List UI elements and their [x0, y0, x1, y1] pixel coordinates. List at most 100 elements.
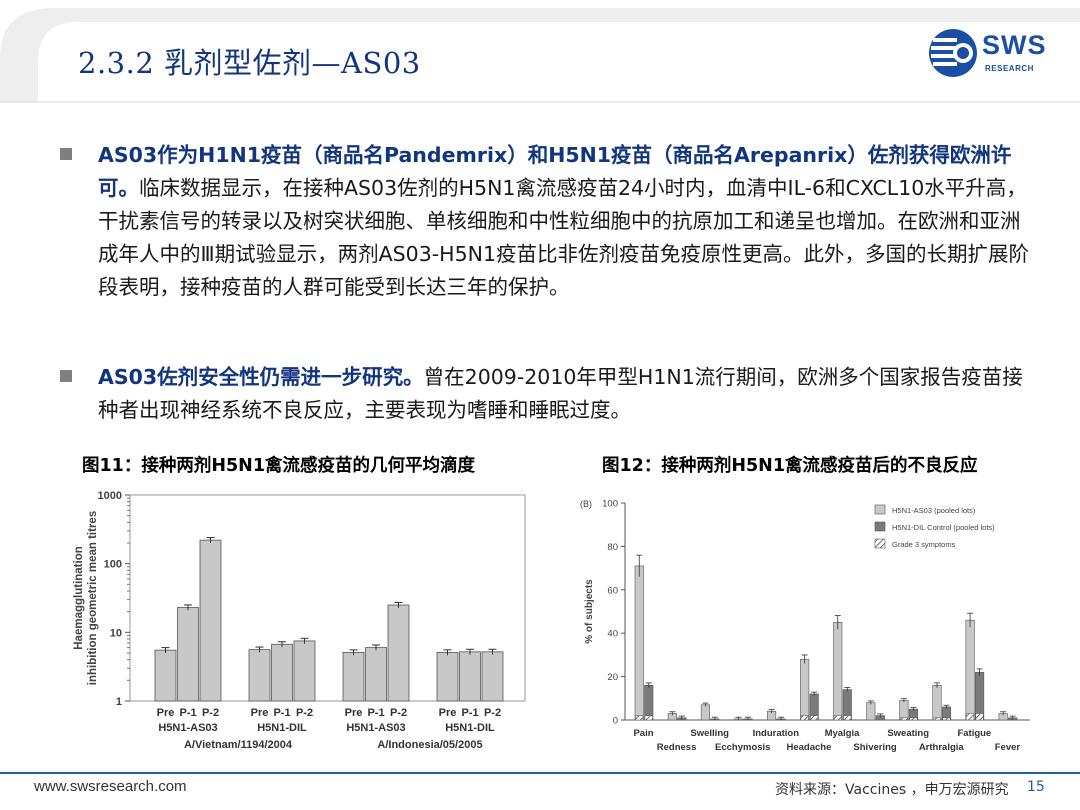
y-tick-label: 80 — [607, 542, 618, 553]
logo-subtext: RESEARCH — [985, 64, 1034, 73]
grade3-bar — [899, 717, 908, 721]
bullet-square-icon — [60, 148, 72, 160]
grade3-bar — [635, 715, 644, 721]
x-tick-label: Pain — [633, 728, 653, 739]
figure-12-title: 图12：接种两剂H5N1禽流感疫苗后的不良反应 — [602, 456, 978, 476]
legend-swatch — [874, 521, 886, 532]
bar — [975, 671, 985, 721]
y-tick-label: 60 — [607, 585, 618, 596]
x-tick-label: P-2 — [484, 707, 501, 719]
x-tick-label: P-2 — [390, 707, 407, 719]
bar — [481, 651, 504, 702]
y-tick-label: 100 — [104, 559, 122, 571]
page-number: 15 — [1027, 779, 1045, 795]
bullet-2-highlight: AS03佐剂安全性仍需进一步研究。 — [98, 365, 424, 389]
x-tick-label: P-1 — [367, 707, 384, 719]
x-tick-label: Headache — [786, 742, 831, 753]
bar — [634, 565, 644, 721]
y-axis-label: % of subjects — [584, 579, 595, 644]
grade3-bar — [644, 715, 653, 721]
grade3-bar — [975, 713, 984, 721]
sws-logo-icon — [929, 29, 977, 77]
bar — [436, 652, 459, 702]
grade3-bar — [843, 715, 852, 721]
y-axis-label-line: Haemagglutination — [73, 546, 85, 650]
plot-frame — [129, 494, 526, 702]
x-tick-label: Ecchymosis — [715, 742, 770, 753]
legend-label: H5N1-DIL Control (pooled lots) — [892, 523, 995, 532]
strain-label: A/Vietnam/1194/2004 — [184, 739, 293, 751]
y-tick-label: 1000 — [98, 490, 122, 502]
bar — [177, 607, 199, 702]
header-background — [0, 8, 1080, 103]
bar — [965, 619, 975, 721]
grade3-bar — [810, 715, 819, 721]
y-axis-label-line: inhibition geometric mean titres — [87, 511, 99, 685]
grade3-bar — [800, 715, 809, 721]
bullet-2-body: 曾在2009-2010年甲型H1N1流行期间，欧洲多个国家报告疫苗接种者出现神经… — [98, 365, 1023, 422]
bar — [866, 702, 876, 721]
bar — [271, 643, 293, 702]
bullet-2-text: AS03佐剂安全性仍需进一步研究。曾在2009-2010年甲型H1N1流行期间，… — [98, 361, 1038, 427]
page-title: 2.3.2 乳剂型佐剂—AS03 — [78, 46, 421, 80]
x-tick-label: Sweating — [887, 728, 929, 739]
logo-text: SWS — [982, 30, 1047, 60]
grade3-bar — [909, 717, 918, 721]
x-tick-label: Pre — [157, 707, 175, 719]
x-tick-label: Myalgia — [825, 728, 861, 739]
bar — [342, 652, 365, 702]
legend-swatch — [874, 538, 886, 549]
x-tick-label: Redness — [657, 742, 697, 753]
x-tick-label: P-2 — [296, 707, 313, 719]
x-tick-label: Pre — [251, 707, 269, 719]
bar — [800, 658, 810, 721]
bar — [459, 651, 481, 702]
x-tick-label: P-2 — [202, 707, 219, 719]
y-tick-label: 40 — [607, 629, 618, 640]
x-tick-label: Pre — [345, 707, 363, 719]
y-tick-label: 100 — [602, 499, 618, 510]
bar — [644, 684, 654, 721]
footer-url[interactable]: www.swsresearch.com — [34, 778, 187, 795]
x-tick-label: Swelling — [690, 728, 729, 739]
y-tick-label: 10 — [110, 627, 122, 639]
x-tick-label: Pre — [439, 707, 457, 719]
x-tick-label: Fatigue — [957, 728, 991, 739]
bar — [899, 700, 909, 721]
bar — [293, 640, 316, 702]
strain-label: A/Indonesia/05/2005 — [377, 739, 482, 751]
adverse-reaction-chart: (B) 0 20 40 60 80 100 % of subjects Pain Redness S… — [580, 499, 1030, 753]
legend-label: H5N1-AS03 (pooled lots) — [892, 506, 976, 515]
grade3-bar — [933, 717, 941, 721]
x-tick-label: P-1 — [273, 707, 290, 719]
x-tick-label: Induration — [753, 728, 800, 739]
bullet-1-body: 临床数据显示，在接种AS03佐剂的H5N1禽流感疫苗24小时内，血清中IL-6和… — [98, 176, 1029, 299]
bar — [932, 684, 942, 721]
group-label: H5N1-DIL — [257, 722, 307, 734]
bar — [700, 704, 710, 721]
group-label: H5N1-AS03 — [158, 722, 217, 734]
group-label: H5N1-AS03 — [346, 722, 405, 734]
bar — [154, 649, 177, 702]
x-tick-label: P-1 — [179, 707, 196, 719]
y-axis-label: Haemagglutination inhibition geometric me… — [73, 511, 99, 685]
figure-11-title: 图11：接种两剂H5N1禽流感疫苗的几何平均滴度 — [82, 456, 475, 476]
bar — [833, 622, 843, 721]
grade3-bar — [966, 713, 975, 721]
bullet-square-icon — [60, 370, 72, 382]
bar — [199, 539, 222, 702]
legend-label: Grade 3 symptoms — [892, 540, 956, 549]
footer-source: 资料来源：Vaccines ，申万宏源研究 — [775, 782, 1009, 798]
y-tick-label: 0 — [613, 716, 618, 727]
grade3-bar — [942, 717, 951, 721]
bullet-1-text: AS03作为H1N1疫苗（商品名Pandemrix）和H5N1疫苗（商品名Are… — [98, 139, 1038, 304]
x-tick-label: Fever — [995, 742, 1021, 753]
y-tick-label: 1 — [116, 696, 122, 708]
grade3-bar — [833, 715, 842, 721]
x-tick-label: Arthralgia — [919, 742, 965, 753]
y-tick-label: 20 — [607, 672, 618, 683]
group-label: H5N1-DIL — [445, 722, 495, 734]
x-tick-label: P-1 — [461, 707, 478, 719]
bullet-1-highlight: AS03作为H1N1疫苗（商品名Pandemrix）和H5N1疫苗（商品名Are… — [98, 143, 1012, 200]
bar — [365, 647, 387, 702]
